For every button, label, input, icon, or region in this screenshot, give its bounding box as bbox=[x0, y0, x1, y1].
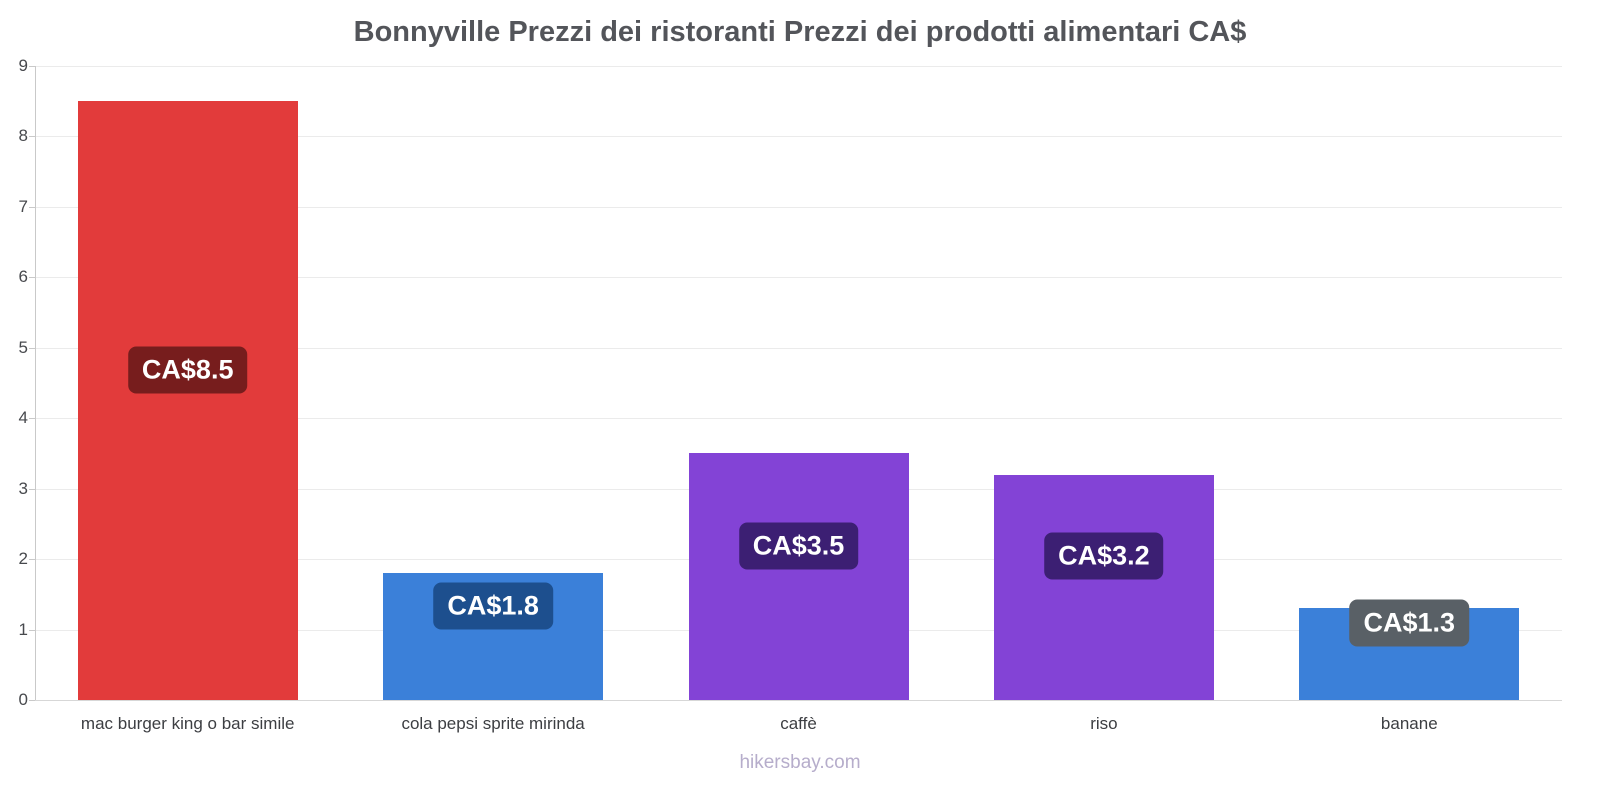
y-tick-label: 9 bbox=[18, 56, 28, 75]
y-axis-tick bbox=[29, 277, 35, 279]
y-axis-tick bbox=[29, 66, 35, 67]
bar-value-badge: CA$1.8 bbox=[433, 582, 553, 630]
y-axis-tick bbox=[29, 700, 35, 701]
x-axis-label: caffè bbox=[780, 714, 817, 733]
x-axis-label: riso bbox=[1090, 714, 1118, 733]
bar-3 bbox=[688, 453, 909, 700]
bar-value-badge: CA$3.2 bbox=[1044, 532, 1164, 580]
y-axis-tick bbox=[29, 629, 35, 631]
bar-1 bbox=[77, 101, 298, 700]
y-tick-label: 6 bbox=[18, 267, 28, 287]
gridline bbox=[35, 206, 1562, 208]
x-axis-label: banane bbox=[1380, 714, 1438, 733]
y-tick-label: 3 bbox=[18, 478, 28, 498]
y-tick-label: 7 bbox=[18, 196, 28, 216]
y-tick-label: 1 bbox=[18, 619, 28, 639]
y-tick-label: 4 bbox=[18, 408, 28, 428]
gridline bbox=[35, 418, 1562, 420]
bar-value-badge: CA$1.3 bbox=[1349, 599, 1470, 647]
footer-watermark: hikersbay.com bbox=[739, 752, 861, 773]
gridline bbox=[35, 277, 1562, 279]
y-tick-label: 8 bbox=[18, 126, 28, 146]
y-axis-tick bbox=[29, 347, 35, 349]
y-axis-tick bbox=[29, 136, 35, 138]
x-axis-label: mac burger king o bar simile bbox=[80, 714, 295, 733]
gridline bbox=[35, 347, 1562, 349]
y-tick-label: 0 bbox=[18, 690, 28, 709]
chart-title: Bonnyville Prezzi dei ristoranti Prezzi … bbox=[353, 16, 1247, 48]
gridline bbox=[35, 136, 1562, 138]
y-axis-tick bbox=[29, 559, 35, 561]
y-axis-line bbox=[35, 66, 36, 700]
y-tick-label: 5 bbox=[18, 337, 28, 357]
gridline bbox=[35, 66, 1562, 67]
y-axis-tick bbox=[29, 488, 35, 490]
bar-value-badge: CA$3.5 bbox=[738, 522, 859, 570]
bar-4 bbox=[993, 474, 1214, 700]
x-axis-label: cola pepsi sprite mirinda bbox=[401, 714, 585, 733]
y-axis-tick bbox=[29, 418, 35, 420]
bar-value-badge: CA$8.5 bbox=[127, 346, 248, 394]
y-axis-tick bbox=[29, 206, 35, 208]
y-tick-label: 2 bbox=[18, 549, 28, 569]
gridline bbox=[35, 700, 1562, 701]
